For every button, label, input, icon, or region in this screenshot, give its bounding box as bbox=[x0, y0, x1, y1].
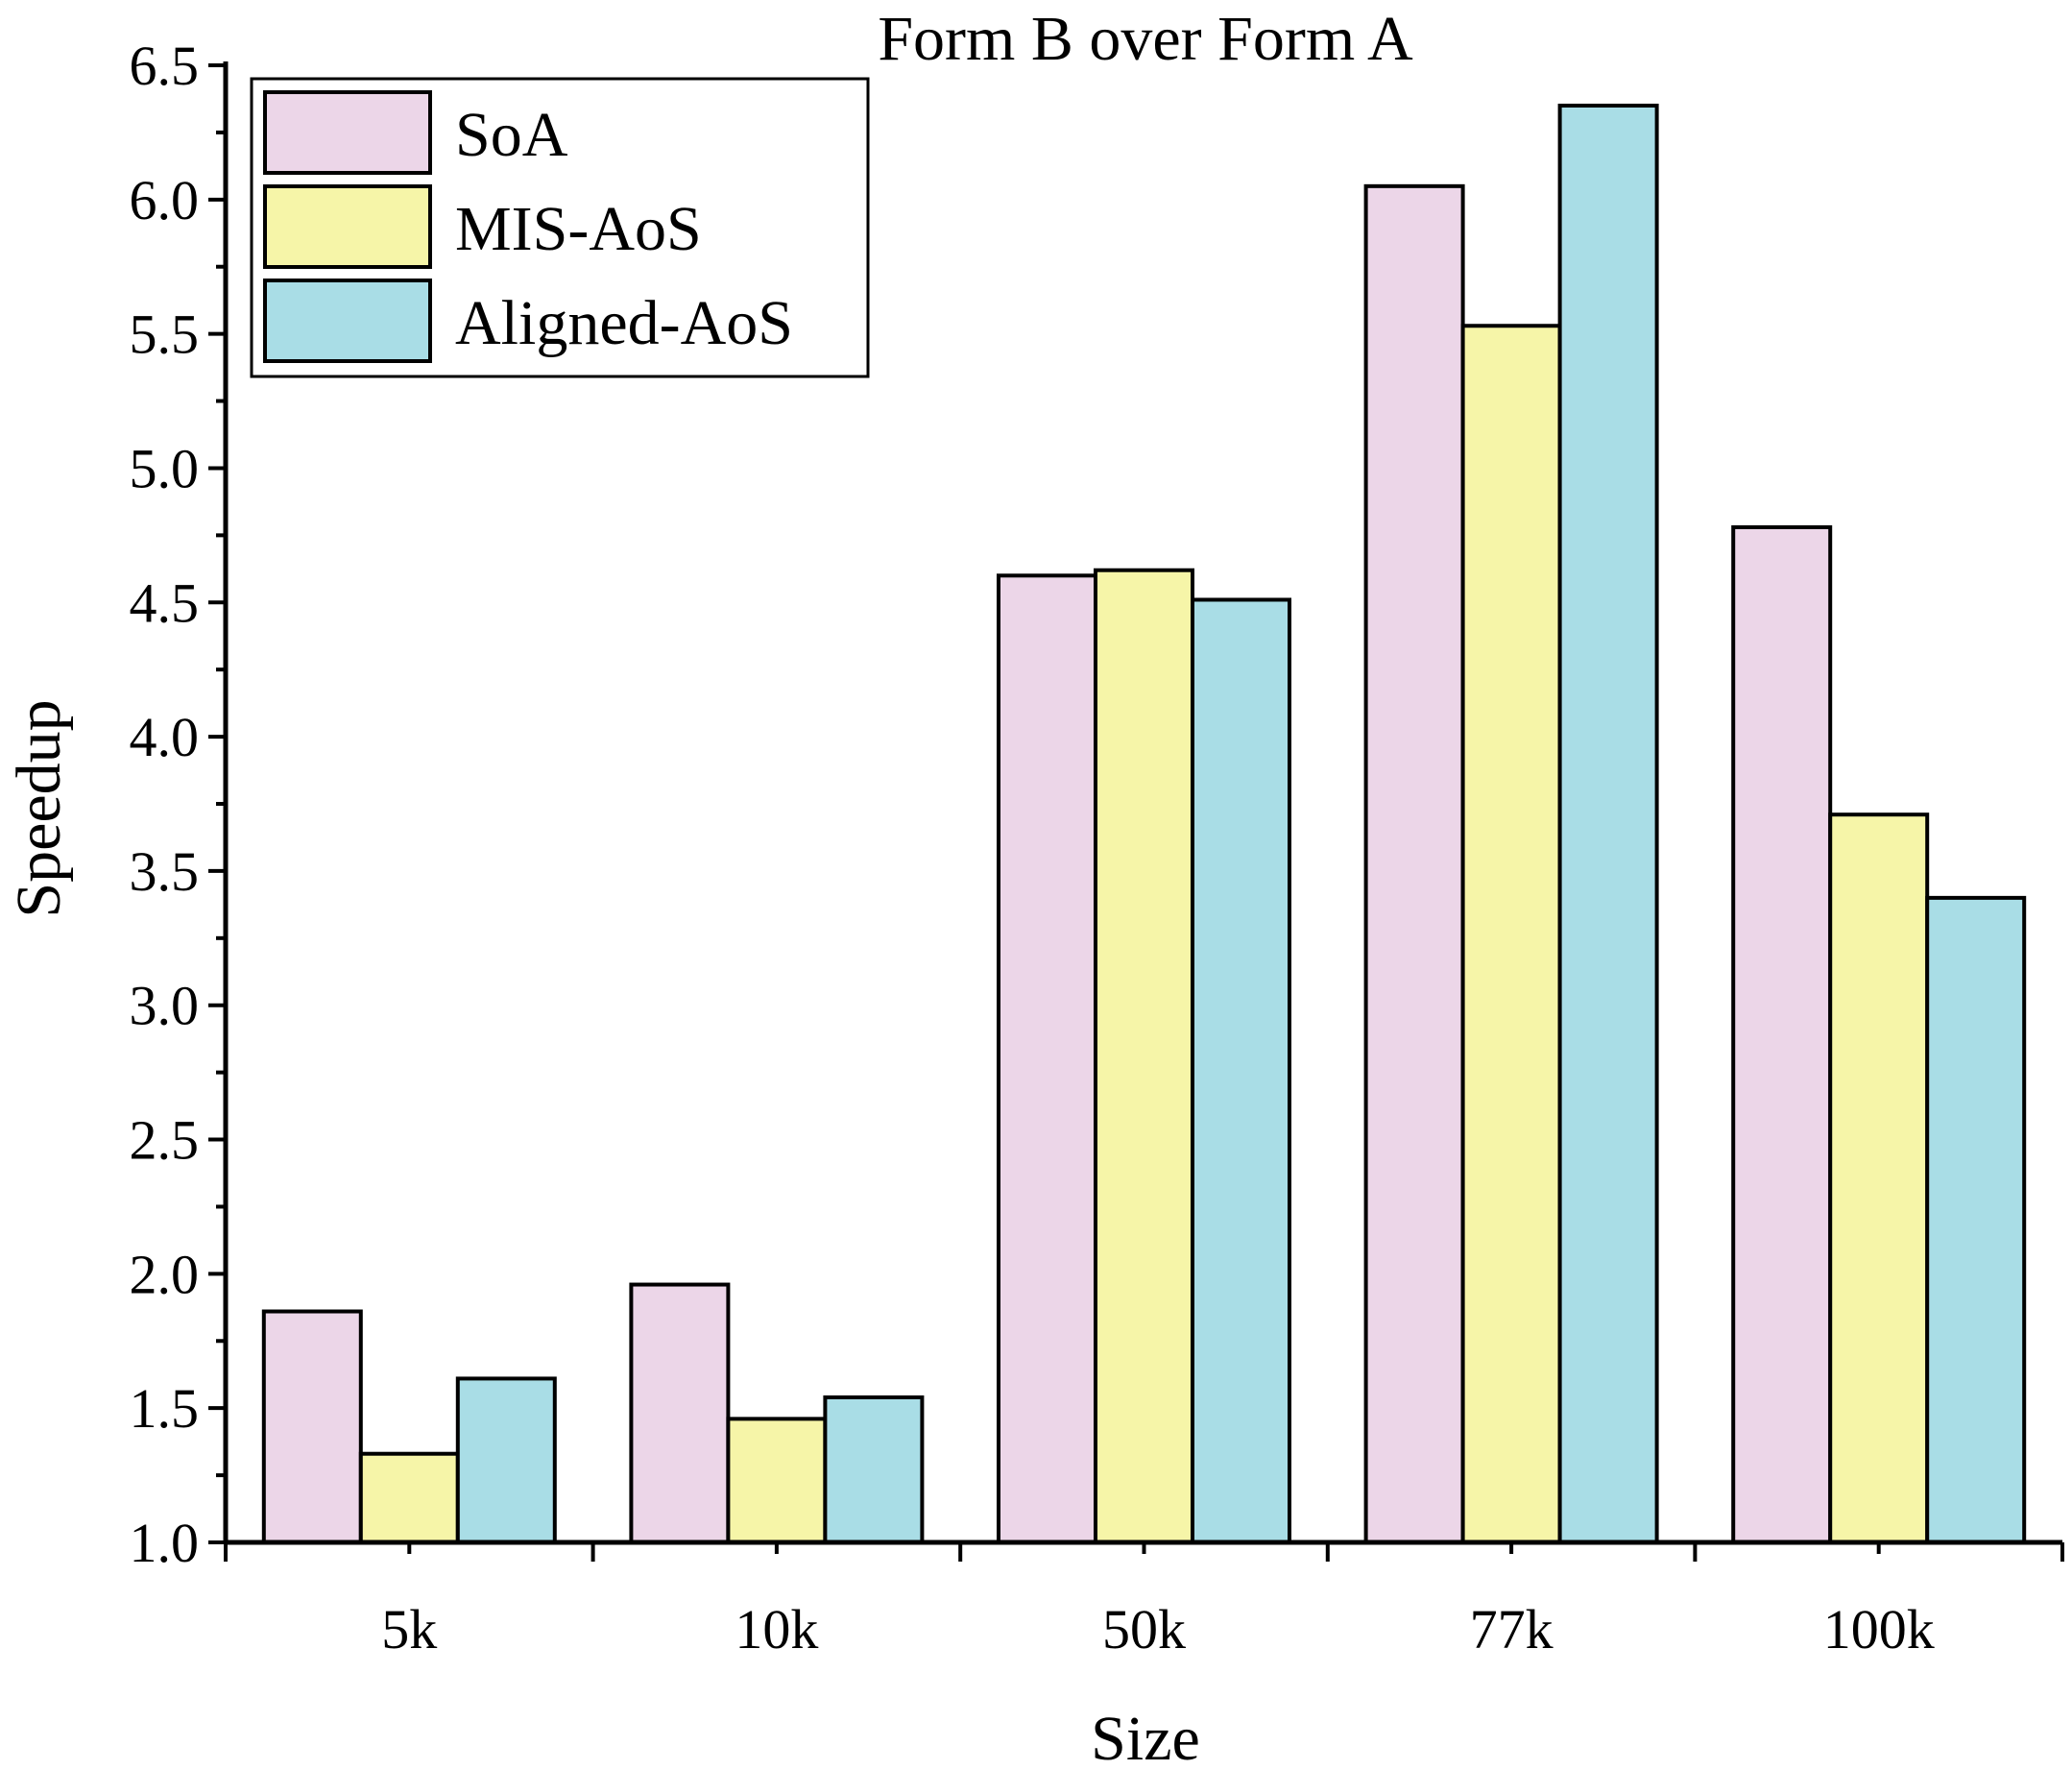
bar-soa-77k bbox=[1363, 183, 1465, 1545]
legend-label-soa: SoA bbox=[455, 100, 568, 170]
bar-aligned-aos-100k bbox=[1925, 895, 2027, 1544]
y-axis-title: Speedup bbox=[4, 699, 74, 917]
x-tick-label: 77k bbox=[1470, 1598, 1554, 1661]
y-tick-label: 1.5 bbox=[130, 1377, 200, 1440]
y-tick-label: 5.0 bbox=[130, 437, 200, 499]
x-tick-label: 10k bbox=[735, 1598, 818, 1661]
y-tick-label: 2.0 bbox=[130, 1243, 200, 1305]
legend: SoA MIS-AoS Aligned-AoS bbox=[250, 77, 870, 378]
bar-soa-10k bbox=[629, 1282, 731, 1544]
y-tick-label: 4.5 bbox=[130, 571, 200, 634]
bar-mis-aos-100k bbox=[1828, 812, 1930, 1544]
legend-swatch-aligned-aos bbox=[263, 279, 432, 363]
bar-mis-aos-10k bbox=[726, 1417, 828, 1545]
bar-soa-5k bbox=[261, 1309, 363, 1544]
x-ticks-group: 5k 10k 50k 77k 100k bbox=[224, 1542, 2064, 1661]
bar-mis-aos-50k bbox=[1094, 568, 1194, 1544]
y-tick-label: 6.5 bbox=[130, 35, 200, 97]
bar-aligned-aos-77k bbox=[1557, 103, 1659, 1545]
bar-mis-aos-77k bbox=[1460, 324, 1562, 1544]
bar-soa-100k bbox=[1731, 524, 1833, 1545]
bar-aligned-aos-10k bbox=[823, 1394, 925, 1544]
x-tick-label: 100k bbox=[1823, 1598, 1935, 1661]
y-tick-label: 3.0 bbox=[130, 975, 200, 1037]
bar-aligned-aos-50k bbox=[1191, 597, 1291, 1544]
x-tick-label: 5k bbox=[381, 1598, 437, 1661]
bar-mis-aos-5k bbox=[358, 1451, 460, 1544]
y-tick-label: 1.0 bbox=[130, 1512, 200, 1574]
x-tick-label: 50k bbox=[1102, 1598, 1186, 1661]
y-tick-label: 2.5 bbox=[130, 1109, 200, 1172]
y-ticks-group: 1.0 1.5 2.0 2.5 3.0 3.5 4.0 4.5 5.0 5.5 6.0 6.5 bbox=[130, 35, 226, 1574]
bars-group bbox=[261, 103, 2027, 1545]
bar-soa-50k bbox=[997, 573, 1097, 1544]
legend-label-mis-aos: MIS-AoS bbox=[455, 194, 702, 264]
legend-swatch-soa bbox=[263, 90, 432, 175]
y-tick-label: 3.5 bbox=[130, 840, 200, 903]
legend-label-aligned-aos: Aligned-AoS bbox=[455, 288, 793, 358]
legend-swatch-mis-aos bbox=[263, 184, 432, 269]
y-tick-label: 6.0 bbox=[130, 169, 200, 231]
x-axis-title: Size bbox=[1091, 1704, 1200, 1770]
bar-aligned-aos-5k bbox=[455, 1376, 557, 1545]
chart-title: Form B over Form A bbox=[878, 4, 1413, 74]
y-tick-label: 4.0 bbox=[130, 706, 200, 768]
y-tick-label: 5.5 bbox=[130, 303, 200, 366]
